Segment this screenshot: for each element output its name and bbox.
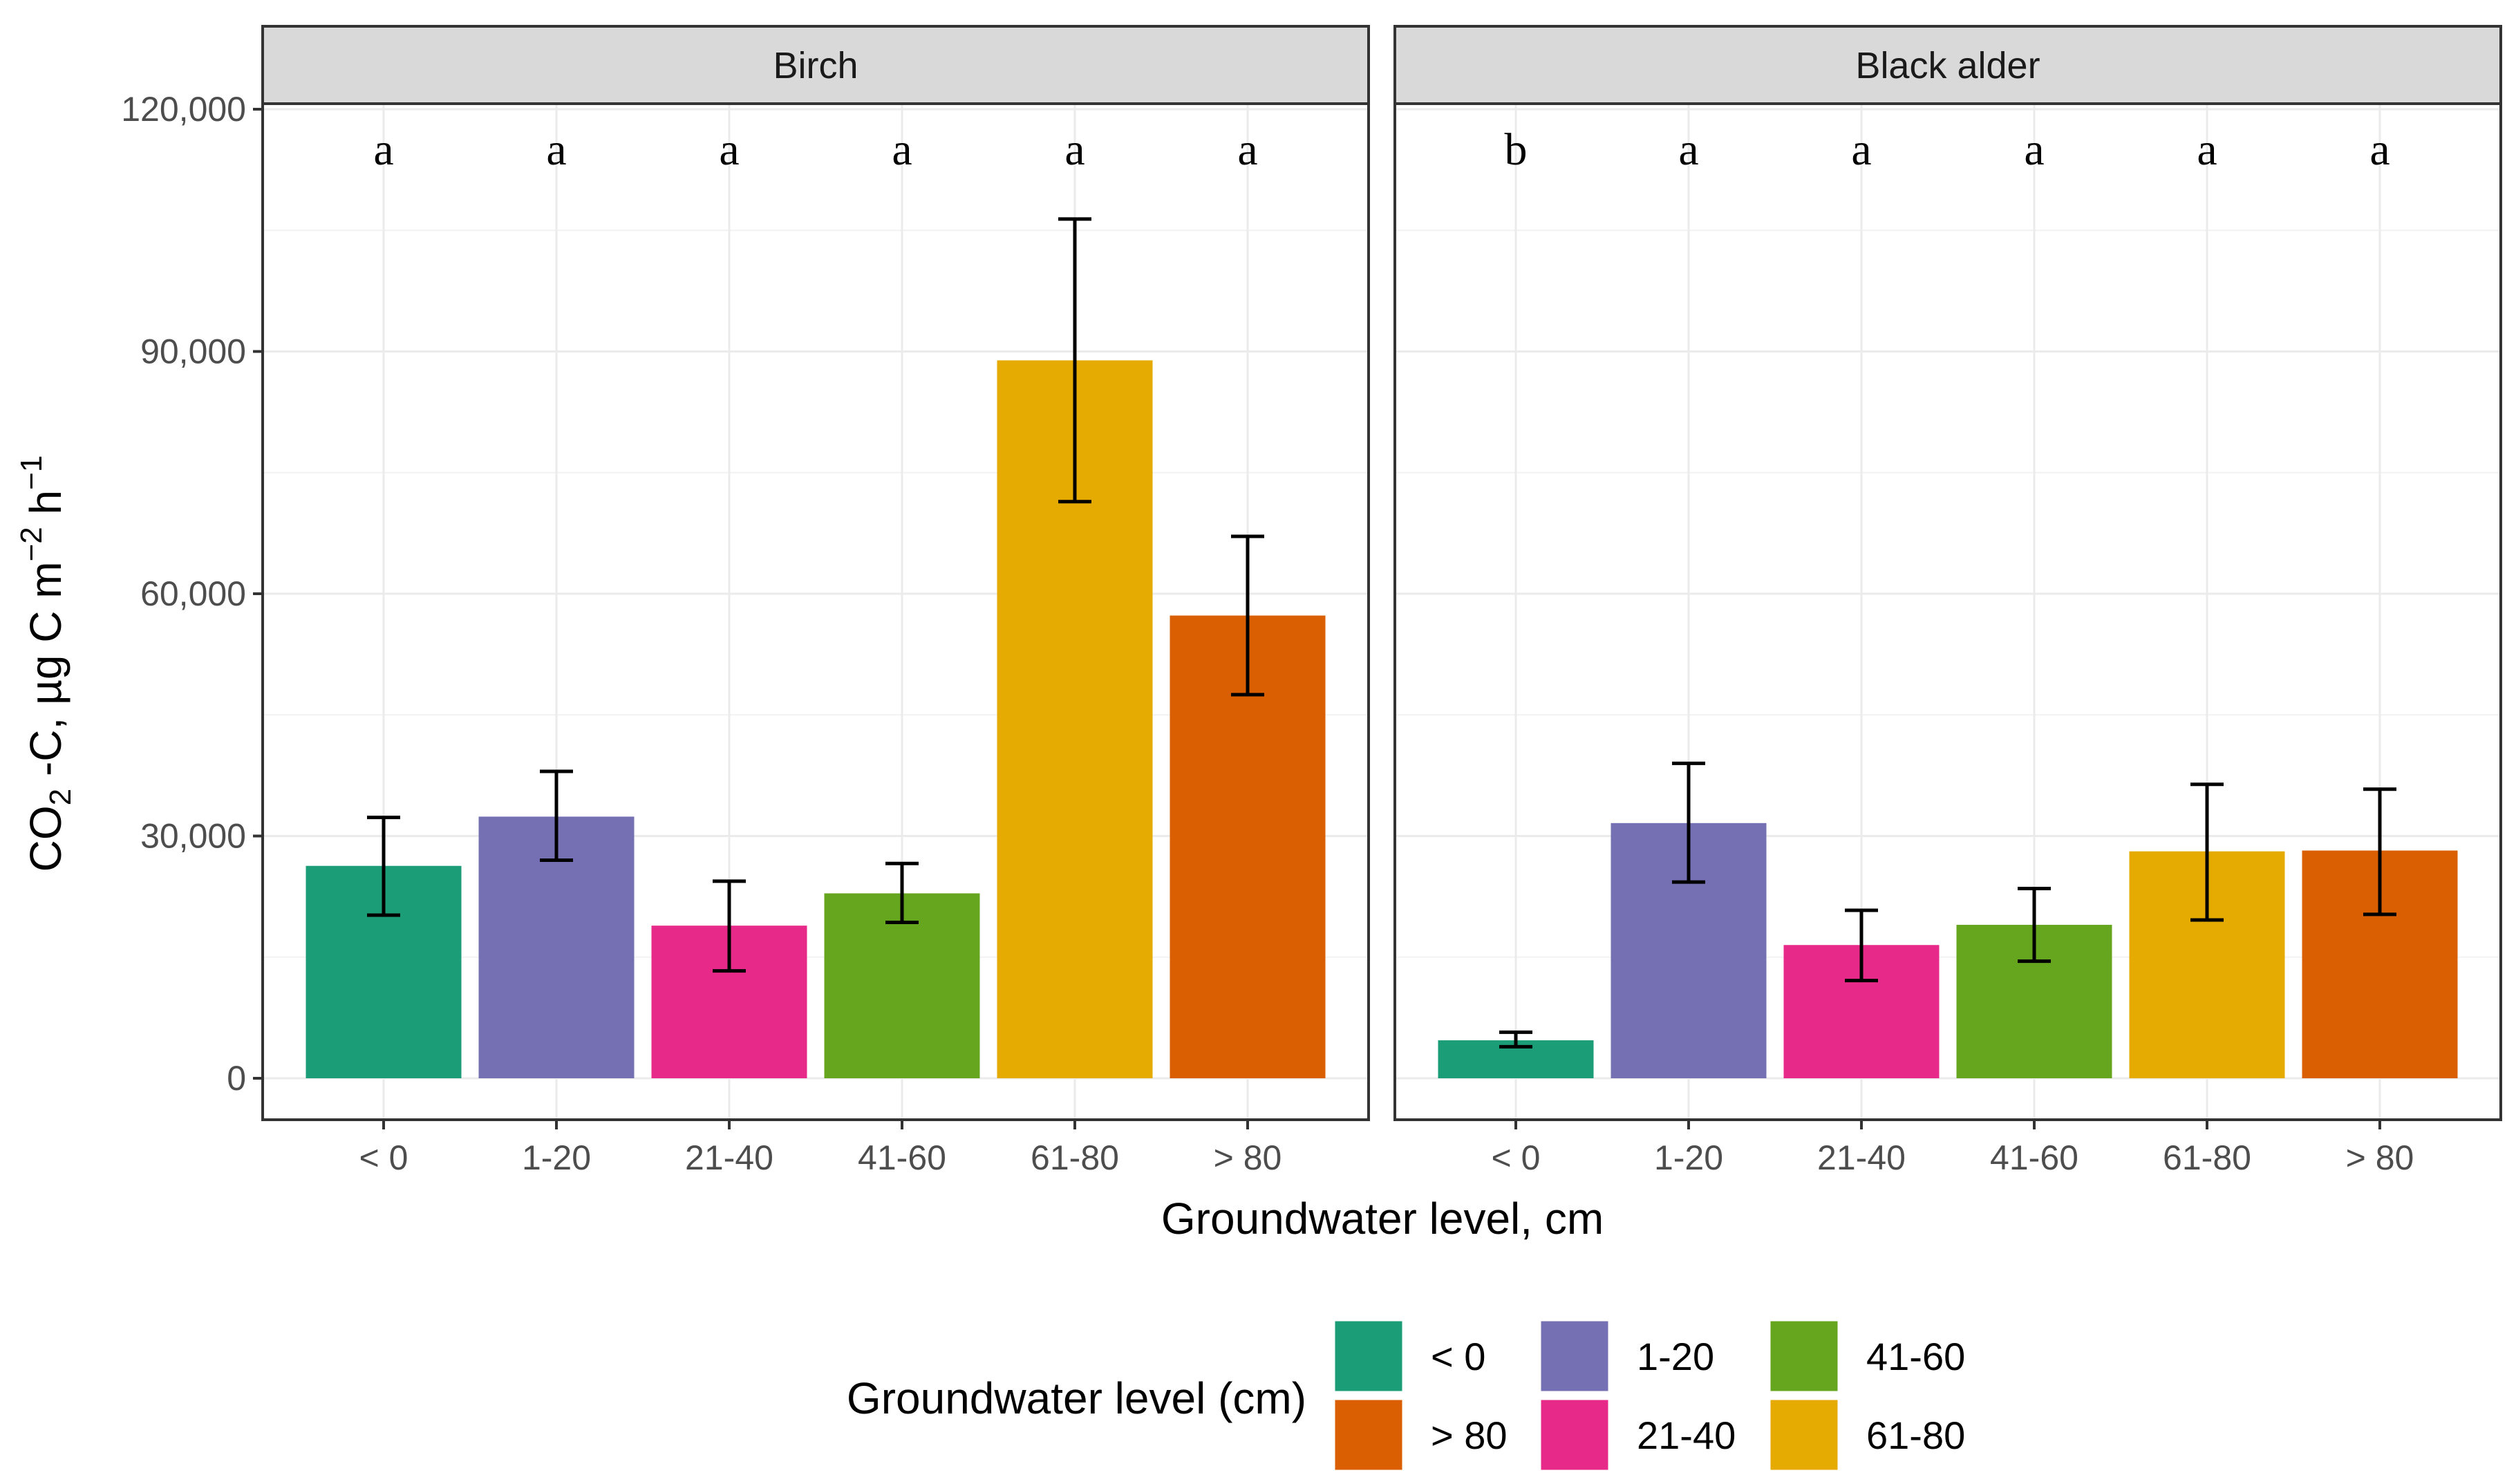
legend-label: 61-80 [1866,1413,1965,1457]
legend-key [1768,1319,1840,1393]
legend-item: 1-20 [1539,1319,1714,1393]
error-bar-0-0 [367,816,400,917]
facet-strip [261,25,1370,105]
x-tick-label: > 80 [2346,1138,2414,1177]
x-tick-label: 61-80 [1031,1138,1119,1177]
x-tick-label: < 0 [1492,1138,1541,1177]
significance-letter: a [1851,124,1871,175]
bar-0-3 [824,893,980,1078]
significance-letter: b [1505,124,1528,175]
error-bar-1-0 [1499,1030,1532,1049]
x-tick-label: 21-40 [685,1138,773,1177]
y-tick-label: 30,000 [140,817,246,856]
significance-letter: a [2197,124,2217,175]
legend-label: 1-20 [1637,1335,1714,1378]
error-bar-1-2 [1845,908,1878,983]
legend-item: 61-80 [1768,1398,1965,1472]
significance-letter: a [892,124,912,175]
legend-label: 21-40 [1637,1413,1736,1457]
error-bar-0-4 [1058,217,1091,504]
legend-title: Groundwater level (cm) [847,1373,1306,1423]
significance-letter: a [2024,124,2044,175]
significance-letter: a [373,124,393,175]
error-bar-1-1 [1672,761,1705,884]
y-tick-label: 120,000 [121,90,246,129]
x-tick-label: 1-20 [1654,1138,1723,1177]
legend-label: 41-60 [1866,1335,1965,1378]
significance-letter: a [546,124,566,175]
facet-strip [1393,25,2502,105]
x-tick-label: < 0 [359,1138,409,1177]
error-bar-1-3 [2018,886,2051,964]
legend-label: > 80 [1431,1413,1508,1457]
error-bar-1-4 [2190,782,2224,922]
error-bar-0-1 [540,769,573,863]
y-tick-label: 60,000 [140,574,246,613]
facet-0: a a a a a a Birch < 0 1-20 21-40 41-60 61-80 > 80 [261,25,1370,1177]
y-axis-title: CO2 -C, µg C m−2 h−1 [15,455,77,872]
significance-letter: a [1237,124,1257,175]
x-tick-label: 41-60 [1990,1138,2078,1177]
facet-title: Birch [773,45,858,86]
y-tick-label: 0 [227,1059,246,1098]
legend-item: > 80 [1333,1398,1508,1472]
legend-item: 41-60 [1768,1319,1965,1393]
significance-letter: a [1678,124,1698,175]
legend-key [1539,1398,1611,1472]
error-bar-1-5 [2363,787,2396,917]
legend: Groundwater level (cm) < 0 > 80 1-20 21-40 41… [847,1319,1965,1472]
error-bar-0-3 [885,861,919,925]
x-axis-title: Groundwater level, cm [1161,1194,1604,1243]
y-tick-label: 90,000 [140,332,246,371]
significance-letter: a [2369,124,2390,175]
error-bar-0-5 [1231,534,1264,697]
error-bar-0-2 [713,879,746,973]
legend-label: < 0 [1431,1335,1485,1378]
legend-key [1333,1398,1405,1472]
significance-letter: a [719,124,739,175]
x-tick-label: 41-60 [858,1138,946,1177]
legend-item: < 0 [1333,1319,1485,1393]
facet-1: b a a a a a Black alder < 0 1-20 21-40 41-60 61-80 >… [1393,25,2502,1177]
y-axis: 0 30,000 60,000 90,000 120,000 [121,90,263,1098]
legend-key [1333,1319,1405,1393]
x-tick-label: 1-20 [522,1138,591,1177]
significance-letter: a [1064,124,1085,175]
legend-item: 21-40 [1539,1398,1736,1472]
facet-title: Black alder [1855,45,2040,86]
x-tick-label: 21-40 [1817,1138,1906,1177]
x-tick-label: 61-80 [2163,1138,2251,1177]
legend-key [1768,1398,1840,1472]
x-tick-label: > 80 [1214,1138,1282,1177]
legend-key [1539,1319,1611,1393]
